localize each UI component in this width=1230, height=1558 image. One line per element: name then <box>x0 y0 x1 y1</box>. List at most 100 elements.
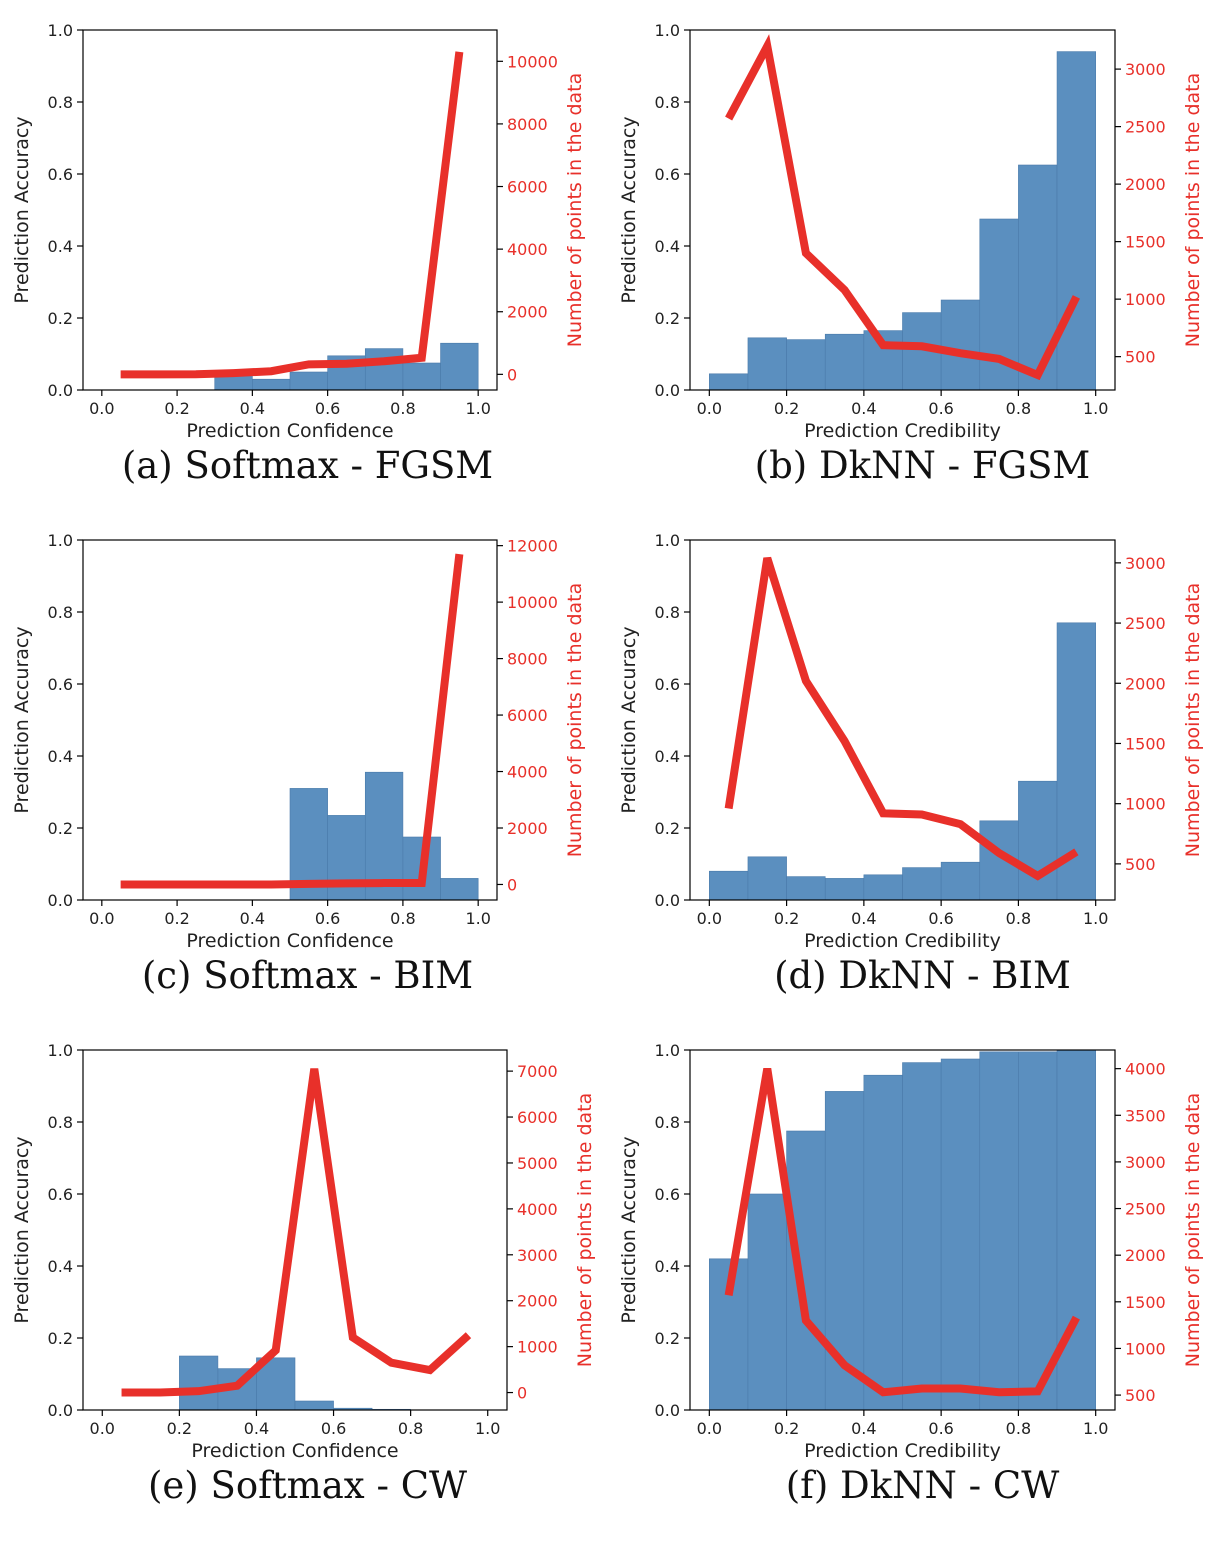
y2-tick-label: 4000 <box>517 1200 558 1219</box>
accuracy-bar <box>824 333 865 391</box>
x-tick-label: 0.8 <box>1006 1419 1031 1438</box>
x-tick-label: 0.6 <box>315 909 340 928</box>
y-tick-label: 0.2 <box>48 309 73 328</box>
x-tick-label: 1.0 <box>465 399 490 418</box>
y2-tick-label: 0 <box>507 365 517 384</box>
y-tick-label: 0.6 <box>655 675 680 694</box>
accuracy-bar <box>863 1074 903 1411</box>
x-tick-label: 0.0 <box>697 909 722 928</box>
y2-tick-label: 2000 <box>1125 674 1166 693</box>
y-tick-label: 0.4 <box>655 747 680 766</box>
x-tick-label: 1.0 <box>465 909 490 928</box>
y2-tick-label: 1000 <box>1125 1339 1166 1358</box>
y2-tick-label: 4000 <box>507 240 548 259</box>
accuracy-bar <box>1018 1051 1058 1411</box>
x-tick-label: 1.0 <box>1083 1419 1108 1438</box>
y2-axis-label: Number of points in the data <box>1182 583 1204 858</box>
plot-frame <box>82 1049 508 1411</box>
count-line <box>120 553 464 889</box>
y2-tick-label: 2000 <box>507 303 548 322</box>
y2-tick-label: 0 <box>517 1384 527 1403</box>
x-axis-label: Prediction Credibility <box>804 930 1001 952</box>
y2-tick-label: 1500 <box>1125 734 1166 753</box>
subfigure-caption: (e) Softmax - CW <box>147 1464 468 1507</box>
accuracy-bar <box>747 856 787 901</box>
x-tick-label: 0.4 <box>851 1419 876 1438</box>
y-tick-label: 0.6 <box>48 675 73 694</box>
accuracy-bar <box>824 1091 865 1411</box>
y2-axis-label: Number of points in the data <box>564 583 586 858</box>
x-tick-label: 1.0 <box>1083 909 1108 928</box>
y-tick-label: 0.6 <box>48 165 73 184</box>
y2-tick-label: 1500 <box>1125 1293 1166 1312</box>
accuracy-bar <box>902 1062 942 1411</box>
x-tick-label: 0.8 <box>390 399 415 418</box>
plot-frame <box>82 29 498 391</box>
y2-tick-label: 2500 <box>1125 1200 1166 1219</box>
x-tick-label: 0.0 <box>89 909 114 928</box>
y-axis-label: Prediction Accuracy <box>11 116 33 303</box>
x-tick-label: 0.2 <box>167 1419 192 1438</box>
y2-tick-label: 500 <box>1125 855 1156 874</box>
y2-tick-label: 500 <box>1125 1386 1156 1405</box>
chart-svg: 0.0 0.2 0.4 0.6 0.8 1.0 0.0 0.2 0.4 0.6 0.8 1.0 500 1… <box>618 531 1204 952</box>
y-axis-label: Prediction Accuracy <box>618 626 640 813</box>
x-tick-label: 0.0 <box>697 1419 722 1438</box>
y-tick-label: 0.4 <box>655 237 680 256</box>
y2-tick-label: 10000 <box>507 593 558 612</box>
y2-axis-label: Number of points in the data <box>1182 1093 1204 1368</box>
chart-panel: 0.0 0.2 0.4 0.6 0.8 1.0 0.0 0.2 0.4 0.6 0.8 1.0 0 200… <box>0 510 615 1029</box>
y2-tick-label: 500 <box>1125 348 1156 367</box>
x-axis-label: Prediction Credibility <box>804 1440 1001 1462</box>
y2-tick-label: 1000 <box>1125 290 1166 309</box>
count-line <box>120 51 464 379</box>
y2-tick-label: 6000 <box>507 178 548 197</box>
chart-svg: 0.0 0.2 0.4 0.6 0.8 1.0 0.0 0.2 0.4 0.6 0.8 1.0 500 1… <box>618 1041 1204 1462</box>
y2-tick-label: 2000 <box>1125 1246 1166 1265</box>
y-tick-label: 0.2 <box>655 309 680 328</box>
y-tick-label: 0.2 <box>48 1329 73 1348</box>
x-tick-label: 0.4 <box>851 399 876 418</box>
chart-panel: 0.0 0.2 0.4 0.6 0.8 1.0 0.0 0.2 0.4 0.6 0.8 1.0 0 200… <box>0 0 615 519</box>
x-axis-label: Prediction Confidence <box>191 1440 398 1462</box>
y-tick-label: 0.2 <box>655 819 680 838</box>
chart-panel: 0.0 0.2 0.4 0.6 0.8 1.0 0.0 0.2 0.4 0.6 0.8 1.0 500 1… <box>615 510 1230 1029</box>
x-tick-label: 0.4 <box>240 909 265 928</box>
y-tick-label: 1.0 <box>655 21 680 40</box>
y2-tick-label: 2000 <box>517 1292 558 1311</box>
y-tick-label: 0.8 <box>48 1113 73 1132</box>
y2-tick-label: 3000 <box>1125 1153 1166 1172</box>
y-axis-label: Prediction Accuracy <box>618 116 640 303</box>
count-line <box>725 34 1080 381</box>
chart-svg: 0.0 0.2 0.4 0.6 0.8 1.0 0.0 0.2 0.4 0.6 0.8 1.0 0 100… <box>11 1041 596 1462</box>
accuracy-bar <box>940 1058 981 1411</box>
accuracy-bar <box>940 861 981 901</box>
y-tick-label: 0.0 <box>48 891 73 910</box>
x-axis-label: Prediction Credibility <box>804 420 1001 442</box>
x-tick-label: 0.8 <box>1006 399 1031 418</box>
y-tick-label: 0.2 <box>655 1329 680 1348</box>
x-tick-label: 1.0 <box>1083 399 1108 418</box>
x-axis-label: Prediction Confidence <box>186 930 393 952</box>
y-tick-label: 0.0 <box>48 1401 73 1420</box>
x-tick-label: 0.8 <box>1006 909 1031 928</box>
y2-tick-label: 8000 <box>507 115 548 134</box>
x-tick-label: 0.4 <box>851 909 876 928</box>
y2-tick-label: 2500 <box>1125 614 1166 633</box>
x-tick-label: 0.6 <box>928 1419 953 1438</box>
y-tick-label: 0.4 <box>655 1257 680 1276</box>
y-tick-label: 0.0 <box>655 1401 680 1420</box>
chart-panel: 0.0 0.2 0.4 0.6 0.8 1.0 0.0 0.2 0.4 0.6 0.8 1.0 500 1… <box>615 1020 1230 1539</box>
y2-axis-label: Number of points in the data <box>574 1093 596 1368</box>
y2-tick-label: 1000 <box>1125 795 1166 814</box>
chart-svg: 0.0 0.2 0.4 0.6 0.8 1.0 0.0 0.2 0.4 0.6 0.8 1.0 500 1… <box>618 21 1204 442</box>
y2-tick-label: 3000 <box>517 1246 558 1265</box>
y2-tick-label: 6000 <box>507 706 548 725</box>
y2-tick-label: 3500 <box>1125 1106 1166 1125</box>
x-tick-label: 0.2 <box>164 399 189 418</box>
x-tick-label: 0.6 <box>321 1419 346 1438</box>
y2-tick-label: 4000 <box>1125 1060 1166 1079</box>
subfigure-caption: (b) DkNN - FGSM <box>754 444 1091 487</box>
y-tick-label: 0.0 <box>655 891 680 910</box>
count-line <box>121 1068 472 1397</box>
